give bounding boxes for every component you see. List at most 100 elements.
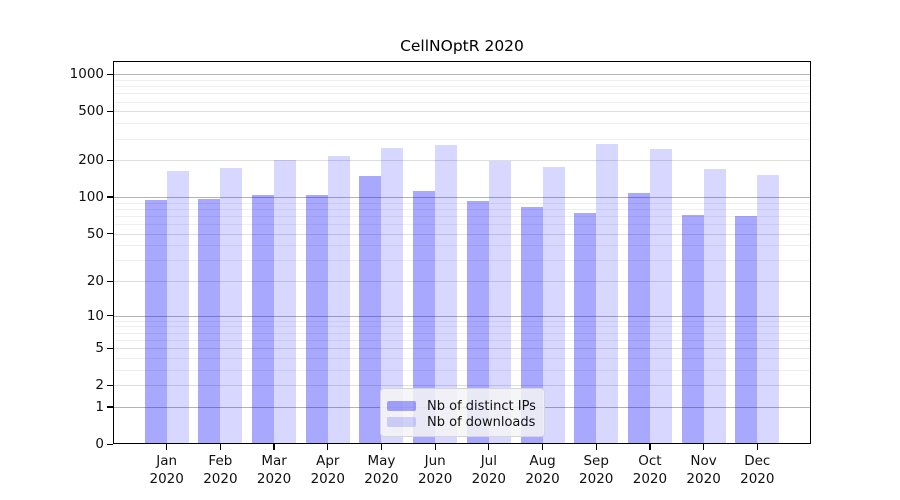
x-tick-label-dec: Dec 2020 <box>729 452 785 488</box>
x-tick-label-jan: Jan 2020 <box>139 452 195 488</box>
y-tick-label-2: 2 <box>95 377 104 394</box>
x-tick-jun <box>434 444 436 450</box>
plot-area: 0 1 2 5 10 20 50 100 200 500 1000 Jan 2020 Feb 2020 Mar… <box>70 61 811 487</box>
x-tick-label-line: May <box>367 453 396 469</box>
x-tick-sep <box>595 444 597 450</box>
x-tick-label-line: Apr <box>316 453 340 469</box>
bar-nb-of-downloads-oct <box>649 149 672 444</box>
x-tick-label-aug: Aug 2020 <box>515 452 571 488</box>
y-tick-0 <box>107 443 113 445</box>
legend-label-downloads: Nb of downloads <box>427 414 536 430</box>
x-tick-label-may: May 2020 <box>353 452 409 488</box>
x-tick-label-feb: Feb 2020 <box>192 452 248 488</box>
gridline-minor-6 <box>113 339 811 341</box>
x-tick-apr <box>327 444 329 450</box>
bar-nb-of-downloads-mar <box>274 160 297 444</box>
bar-nb-of-distinct-ips-may <box>359 176 382 444</box>
gridline-minor-30 <box>113 260 811 262</box>
bar-nb-of-distinct-ips-aug <box>520 207 543 444</box>
y-tick-label-5: 5 <box>95 340 104 357</box>
x-tick-jul <box>488 444 490 450</box>
bar-nb-of-distinct-ips-dec <box>735 215 758 444</box>
gridline-minor-700 <box>113 93 811 95</box>
gridline-major-1000 <box>113 74 811 76</box>
x-tick-label-nov: Nov 2020 <box>676 452 732 488</box>
x-tick-feb <box>219 444 221 450</box>
x-tick-label-jun: Jun 2020 <box>407 452 463 488</box>
y-tick-500 <box>107 110 113 112</box>
bar-nb-of-distinct-ips-jan <box>144 199 167 444</box>
gridline-minor-7 <box>113 332 811 334</box>
y-tick-10 <box>107 315 113 317</box>
x-tick-label-line: 2020 <box>310 471 345 487</box>
x-tick-label-line: Oct <box>638 453 662 469</box>
y-tick-label-500: 500 <box>78 103 104 120</box>
gridline-minor-70 <box>113 215 811 217</box>
gridline-minor-8 <box>113 326 811 328</box>
gridline-minor-300 <box>113 138 811 140</box>
gridline-minor-90 <box>113 202 811 204</box>
y-tick-20 <box>107 280 113 282</box>
y-tick-label-20: 20 <box>86 273 104 290</box>
y-tick-5 <box>107 347 113 349</box>
x-tick-label-line: 2020 <box>686 471 721 487</box>
x-tick-label-line: Aug <box>529 453 556 469</box>
chart-title: CellNOptR 2020 <box>400 37 524 55</box>
x-tick-label-line: 2020 <box>256 471 292 487</box>
bar-nb-of-downloads-jan <box>166 171 189 444</box>
x-tick-may <box>380 444 383 450</box>
x-tick-label-line: Nov <box>690 453 717 469</box>
x-tick-label-line: 2020 <box>471 471 507 487</box>
gridline-minor-3 <box>113 369 811 371</box>
x-tick-label-mar: Mar 2020 <box>246 452 302 488</box>
x-tick-label-jul: Jul 2020 <box>461 452 517 488</box>
bar-nb-of-downloads-nov <box>703 169 726 444</box>
x-tick-label-apr: Apr 2020 <box>300 452 356 488</box>
gridline-minor-40 <box>113 245 811 247</box>
x-tick-label-line: Jul <box>480 453 497 469</box>
bar-nb-of-distinct-ips-jun <box>413 190 436 444</box>
bar-nb-of-downloads-jul <box>488 161 511 444</box>
x-tick-label-line: 2020 <box>203 471 238 487</box>
x-tick-aug <box>541 444 544 450</box>
x-tick-dec <box>756 444 758 450</box>
x-tick-jan <box>166 444 168 450</box>
x-tick-label-line: 2020 <box>525 471 560 487</box>
gridline-minor-800 <box>113 86 811 88</box>
bar-nb-of-distinct-ips-sep <box>574 212 597 444</box>
bar-nb-of-distinct-ips-mar <box>252 194 275 444</box>
gridline-mid-50 <box>113 233 811 235</box>
gridline-minor-400 <box>113 123 811 125</box>
bar-nb-of-downloads-may <box>381 147 404 444</box>
bar-nb-of-downloads-apr <box>327 155 350 444</box>
gridline-mid-2 <box>113 385 811 387</box>
y-tick-label-1: 1 <box>95 398 104 415</box>
x-tick-label-line: Sep <box>583 453 609 469</box>
x-tick-label-line: 2020 <box>364 471 399 487</box>
y-tick-label-50: 50 <box>86 225 104 242</box>
x-tick-label-line: Mar <box>261 453 287 469</box>
x-tick-label-line: 2020 <box>632 471 668 487</box>
gridline-minor-600 <box>113 101 811 103</box>
x-tick-label-line: Feb <box>208 453 233 469</box>
y-tick-1 <box>107 406 113 408</box>
x-tick-label-line: 2020 <box>579 471 614 487</box>
x-tick-label-line: 2020 <box>417 471 453 487</box>
gridline-mid-5 <box>113 348 811 350</box>
gridline-minor-9 <box>113 320 811 322</box>
y-tick-200 <box>107 159 113 161</box>
x-tick-label-sep: Sep 2020 <box>568 452 624 488</box>
legend-swatch-distinct-ips <box>387 401 416 411</box>
x-tick-label-line: 2020 <box>740 471 775 487</box>
x-tick-label-line: Jun <box>424 453 446 469</box>
y-tick-label-200: 200 <box>78 152 104 169</box>
legend-item-downloads: Nb of downloads <box>381 414 544 430</box>
x-tick-nov <box>703 444 705 450</box>
legend: Nb of distinct IPs Nb of downloads <box>380 388 545 437</box>
bar-nb-of-downloads-dec <box>757 175 780 444</box>
gridline-major-100 <box>113 196 811 198</box>
gridline-minor-60 <box>113 223 811 225</box>
gridline-mid-500 <box>113 111 811 113</box>
x-tick-label-line: 2020 <box>149 471 184 487</box>
x-tick-mar <box>273 444 275 450</box>
